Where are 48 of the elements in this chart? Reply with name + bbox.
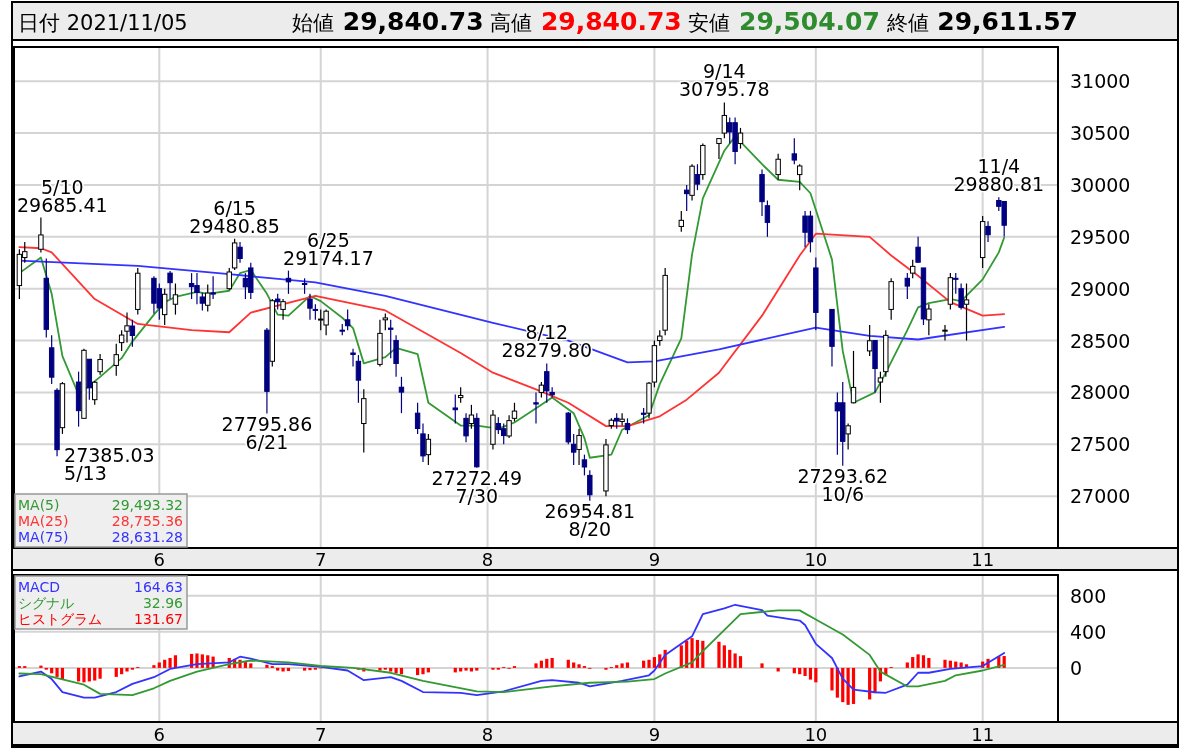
y-tick-label: 27000 bbox=[1070, 485, 1131, 508]
y-tick-label: 27500 bbox=[1070, 433, 1131, 456]
annotation: 32.96 bbox=[142, 595, 184, 611]
x-tick-label: 10 bbox=[804, 549, 828, 570]
annotation: 164.63 bbox=[134, 579, 183, 595]
annotation: 26954.81 8/20 bbox=[544, 499, 636, 540]
annotation: 11/4 29880.81 bbox=[953, 155, 1045, 196]
x-tick-label: 8 bbox=[481, 723, 494, 745]
y-tick-label: 400 bbox=[1070, 620, 1107, 643]
annotation: 9/14 30795.78 bbox=[679, 60, 770, 101]
y-tick-label: 0 bbox=[1070, 656, 1083, 679]
y-tick-label: 30500 bbox=[1070, 122, 1131, 145]
text: ヒストグラム bbox=[18, 611, 102, 627]
chart-subtitle: 始値 29,840.73 高値 29,840.73 安値 29,504.07 終値 29,611.57 bbox=[292, 7, 1078, 36]
x-tick-label: 7 bbox=[315, 549, 327, 570]
annotation: 28,755.36 bbox=[111, 513, 184, 529]
text: シグナル bbox=[18, 595, 74, 611]
y-tick-label: 28000 bbox=[1070, 381, 1131, 404]
y-tick-label: 30000 bbox=[1070, 173, 1131, 196]
y-tick-label: 28500 bbox=[1070, 329, 1131, 352]
x-tick-label: 8 bbox=[481, 549, 494, 570]
text: MACD bbox=[18, 579, 60, 595]
x-tick-label: 11 bbox=[971, 723, 995, 745]
x-tick-label: 9 bbox=[648, 723, 661, 745]
y-tick-label: 31000 bbox=[1070, 70, 1131, 93]
x-tick-label: 10 bbox=[804, 723, 828, 745]
x-tick-label: 6 bbox=[153, 723, 166, 745]
y-tick-label: 29000 bbox=[1070, 277, 1131, 300]
annotation: 6/15 29480.85 bbox=[189, 196, 280, 237]
annotation: 131.67 bbox=[134, 611, 183, 627]
x-tick-label: 6 bbox=[153, 549, 166, 570]
annotation: 6/25 29174.17 bbox=[283, 228, 374, 269]
annotation: 28,631.28 bbox=[111, 529, 183, 545]
chart-title: 日付 2021/11/05 bbox=[18, 11, 188, 35]
annotation: 29,493.32 bbox=[111, 497, 183, 513]
y-tick-label: 800 bbox=[1070, 584, 1107, 607]
y-tick-label: 29500 bbox=[1070, 225, 1131, 248]
annotation: 5/10 29685.41 bbox=[17, 175, 108, 216]
text: MA(75) bbox=[18, 529, 69, 545]
annotation: 27272.49 7/30 bbox=[431, 466, 523, 507]
text: MA(25) bbox=[18, 513, 69, 529]
x-tick-label: 11 bbox=[971, 549, 995, 570]
x-tick-label: 7 bbox=[315, 723, 327, 745]
annotation: 27293.62 10/6 bbox=[797, 464, 889, 505]
x-tick-label: 9 bbox=[648, 549, 661, 570]
annotation: 27385.03 5/13 bbox=[64, 444, 155, 485]
annotation: 27795.86 6/21 bbox=[221, 412, 313, 453]
text: MA(5) bbox=[18, 497, 60, 513]
